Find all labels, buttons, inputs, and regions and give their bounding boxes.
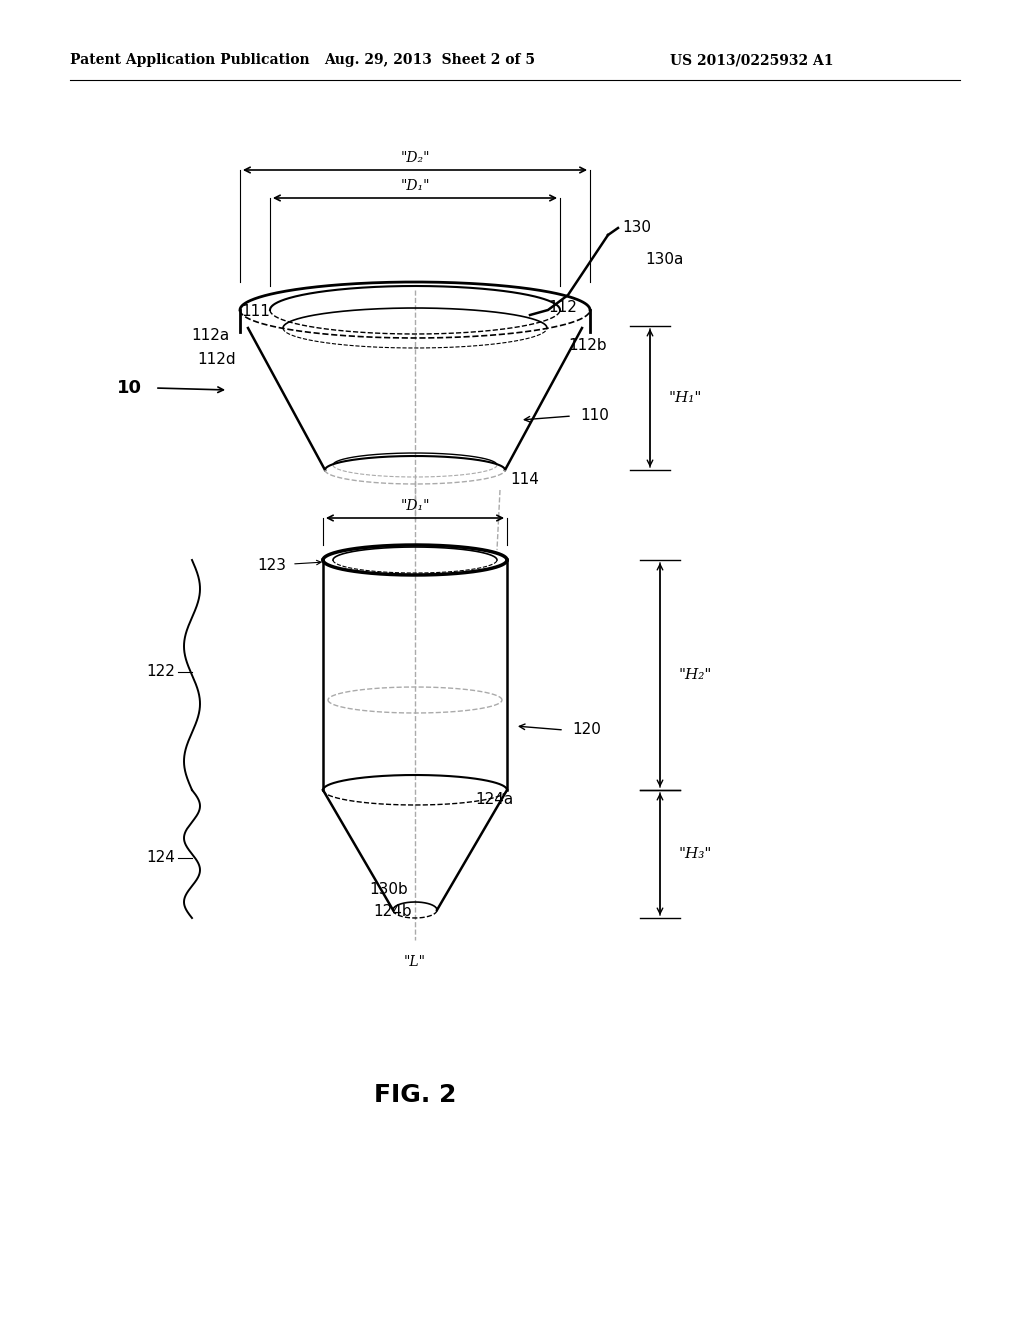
Text: 130a: 130a [645,252,683,268]
Text: Aug. 29, 2013  Sheet 2 of 5: Aug. 29, 2013 Sheet 2 of 5 [325,53,536,67]
Text: "D₂": "D₂" [400,150,430,165]
Text: US 2013/0225932 A1: US 2013/0225932 A1 [670,53,834,67]
Text: 111: 111 [241,305,270,319]
Text: 112b: 112b [568,338,606,352]
Text: 110: 110 [580,408,609,422]
Text: 122: 122 [146,664,175,680]
Text: "H₁": "H₁" [668,391,701,405]
Text: 124: 124 [146,850,175,866]
Text: "H₃": "H₃" [678,847,712,861]
Text: 114: 114 [510,473,539,487]
Text: 130b: 130b [370,883,408,898]
Text: 130: 130 [622,220,651,235]
Text: 112d: 112d [198,352,236,367]
Text: FIG. 2: FIG. 2 [374,1082,456,1107]
Text: 124a: 124a [475,792,513,808]
Text: 120: 120 [572,722,601,738]
Text: "L": "L" [404,954,426,969]
Text: "D₁": "D₁" [400,499,430,513]
Text: 123: 123 [257,557,286,573]
Text: 112: 112 [548,301,577,315]
Text: 112a: 112a [191,327,230,342]
Text: 124b: 124b [374,904,412,920]
Text: Patent Application Publication: Patent Application Publication [70,53,309,67]
Text: "H₂": "H₂" [678,668,712,682]
Text: 10: 10 [117,379,142,397]
Text: "D₁": "D₁" [400,180,430,193]
